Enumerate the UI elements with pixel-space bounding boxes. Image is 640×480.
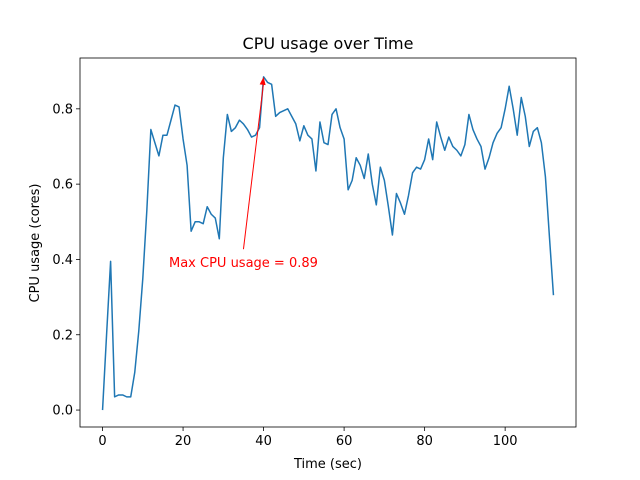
annotation-arrow-head <box>259 76 266 86</box>
y-axis-label: CPU usage (cores) <box>28 184 43 303</box>
y-tick-label: 0.8 <box>52 102 73 117</box>
y-tick-label: 0.4 <box>52 253 73 268</box>
x-tick-label: 80 <box>416 434 433 449</box>
series-line-cpu-usage <box>101 76 555 411</box>
chart-title: CPU usage over Time <box>243 34 414 53</box>
x-tick-label: 20 <box>175 434 192 449</box>
x-tick-label: 100 <box>493 434 518 449</box>
plot-frame <box>79 57 577 428</box>
x-axis-label: Time (sec) <box>293 457 362 472</box>
y-tick-label: 0.6 <box>52 178 73 193</box>
plot-area: 0 20 40 60 80 100 0.0 0.2 0.4 0.6 0.8 Max CPU usage… <box>52 57 577 449</box>
y-tick-label: 0.2 <box>52 328 73 343</box>
annotation-text: Max CPU usage = 0.89 <box>169 256 318 271</box>
y-tick-label: 0.0 <box>52 404 73 419</box>
x-tick-label: 60 <box>336 434 353 449</box>
x-tick-label: 40 <box>255 434 272 449</box>
annotation-arrow-shaft <box>242 82 265 250</box>
x-tick-label: 0 <box>98 434 106 449</box>
